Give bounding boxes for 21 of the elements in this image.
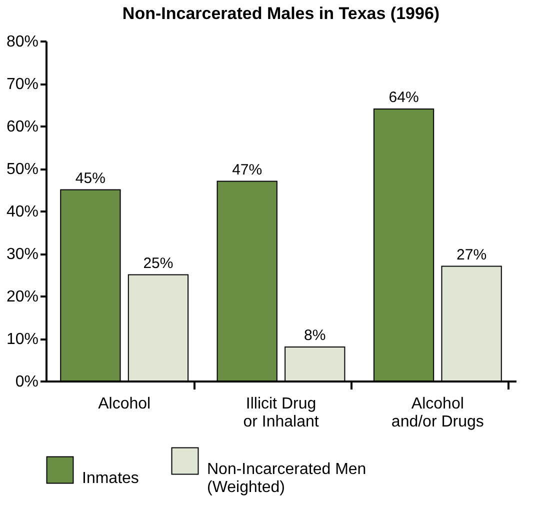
y-tick-label: 10% <box>6 331 38 348</box>
y-tick-label: 80% <box>6 34 38 50</box>
data-label: 8% <box>304 327 326 344</box>
legend-label: Non-Incarcerated Men (Weighted) <box>207 461 366 496</box>
y-tick-label: 50% <box>6 161 38 178</box>
y-tick-label: 30% <box>6 246 38 263</box>
data-label: 64% <box>388 89 419 106</box>
data-label: 25% <box>143 254 174 272</box>
chart-title: Non-Incarcerated Males in Texas (1996) <box>122 4 440 23</box>
legend-label: Inmates <box>82 470 139 487</box>
data-label: 27% <box>456 246 487 264</box>
y-tick-label: 70% <box>6 76 38 93</box>
y-tick-label: 20% <box>6 288 38 306</box>
y-tick-label: 0% <box>15 374 38 390</box>
y-tick-label: 60% <box>6 118 38 136</box>
data-label: 45% <box>75 170 106 187</box>
x-tick-label: Alcohol and/or Drugs <box>391 396 484 430</box>
y-tick-label: 40% <box>6 204 38 220</box>
data-label: 47% <box>232 161 262 178</box>
x-tick-label: Illicit Drug or Inhalant <box>243 396 320 430</box>
x-tick-label: Alcohol <box>98 396 151 412</box>
